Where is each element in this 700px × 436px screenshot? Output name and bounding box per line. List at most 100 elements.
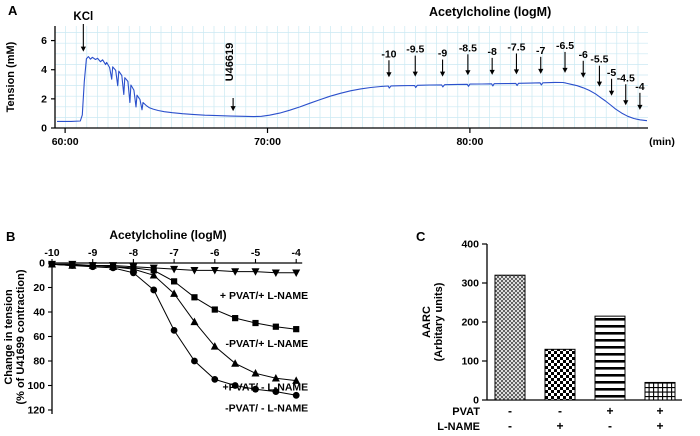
b-series-circle: -PVAT/ - L-NAME <box>48 260 308 414</box>
ach-arrow-icon <box>412 71 418 77</box>
b-series-triangle-up: +PVAT/ - L-NAME <box>48 260 308 394</box>
c-y-axis-title-line2: (Arbitary units) <box>433 282 445 361</box>
triangle-down-marker <box>292 269 301 277</box>
c-sign-label: + <box>656 404 663 418</box>
ach-arrow-icon <box>608 90 615 96</box>
triangle-down-marker <box>251 268 260 276</box>
circle-marker <box>292 391 300 399</box>
ach-arrow-icon <box>562 67 568 73</box>
b-series-triangle-down: + PVAT/+ L-NAME <box>48 260 308 302</box>
ach-conc-label: -4.5 <box>617 72 635 84</box>
a-xtick-label: 80:00 <box>456 136 483 148</box>
a-xtick-label: 60:00 <box>52 136 79 148</box>
tension-trace <box>57 56 648 122</box>
ach-conc-label: -9.5 <box>406 44 424 56</box>
triangle-up-marker <box>170 289 179 297</box>
square-marker <box>232 315 239 322</box>
ach-conc-label: -5.5 <box>590 54 608 66</box>
triangle-up-marker <box>292 376 301 384</box>
circle-marker <box>170 326 178 334</box>
ach-arrow-icon <box>538 68 544 74</box>
triangle-up-marker <box>190 317 199 326</box>
ach-conc-label: -5 <box>607 67 616 79</box>
circle-marker <box>48 260 56 268</box>
b-series-label: -PVAT/ - L-NAME <box>225 402 308 414</box>
c-ytick-label: 400 <box>461 239 479 251</box>
c-bar-2 <box>544 348 576 401</box>
b-xtick-label: -4 <box>292 247 301 259</box>
triangle-down-marker <box>190 267 199 275</box>
triangle-down-marker <box>170 265 179 274</box>
b-ytick-label: 80 <box>33 356 45 368</box>
c-sign-label: + <box>656 419 663 433</box>
triangle-up-marker <box>271 373 280 382</box>
c-sign-label: - <box>508 404 512 418</box>
c-group-row-label: PVAT <box>452 406 480 418</box>
a-ach-title: Acetylcholine (logM) <box>429 5 551 19</box>
c-bar-1 <box>494 274 526 401</box>
ach-arrow-icon <box>386 72 392 78</box>
b-ytick-label: 40 <box>33 307 45 319</box>
c-ytick-label: 100 <box>461 356 479 368</box>
ach-conc-label: -8.5 <box>459 42 477 54</box>
b-y-axis-title-line2: (% of U41699 contraction) <box>15 269 27 404</box>
triangle-down-marker <box>210 267 219 275</box>
b-ytick-label: 100 <box>27 380 45 392</box>
circle-marker <box>272 388 280 396</box>
b-xtick-label: -8 <box>129 247 138 259</box>
b-xtick-label: -9 <box>88 247 97 259</box>
b-series-label: +PVAT/ - L-NAME <box>223 382 309 394</box>
a-x-unit-label: (min) <box>649 136 675 148</box>
square-marker <box>293 326 300 333</box>
ach-conc-label: -6 <box>579 49 588 61</box>
ach-arrow-icon <box>596 81 603 87</box>
a-ytick-label: 6 <box>41 35 47 47</box>
b-xtick-label: -10 <box>44 247 59 259</box>
panel-b-label: B <box>6 229 16 244</box>
b-xtick-label: -6 <box>210 247 219 259</box>
a-xtick-label: 70:00 <box>254 136 281 148</box>
b-xtick-label: -5 <box>251 247 260 259</box>
ach-arrow-icon <box>465 70 471 76</box>
kcl-annotation: KCl <box>73 11 93 23</box>
ach-conc-label: -4 <box>635 81 644 93</box>
c-group-row-label: L-NAME <box>437 421 480 433</box>
square-marker <box>171 278 178 285</box>
tension-trace-chart: 0 2 4 6 60:00 70:00 80:00 (min) Tension (mM) Acet… <box>5 5 675 148</box>
b-ytick-label: 120 <box>27 405 45 417</box>
circle-marker <box>191 357 198 365</box>
c-ytick-label: 300 <box>461 278 479 290</box>
u46619-annotation: U46619 <box>224 43 236 82</box>
ach-conc-label: -7.5 <box>507 41 525 53</box>
square-marker <box>252 319 259 327</box>
concentration-response-chart: Acetylcholine (logM) -10 -9 -8 -7 -6 -5 -4 0 20 40… <box>3 228 308 417</box>
square-marker <box>211 306 218 313</box>
ach-conc-label: -9 <box>438 48 447 60</box>
triangle-up-marker <box>231 359 240 367</box>
c-sign-label: - <box>558 404 562 418</box>
kcl-arrow-icon <box>80 46 86 52</box>
triangle-down-marker <box>271 269 280 277</box>
circle-marker <box>130 269 137 277</box>
ach-arrow-icon <box>489 69 495 75</box>
circle-marker <box>109 264 117 272</box>
a-ytick-label: 2 <box>41 93 47 105</box>
c-bar-3 <box>594 315 626 401</box>
b-xtick-label: -7 <box>169 247 178 259</box>
square-marker <box>191 294 198 301</box>
c-sign-label: + <box>606 404 613 418</box>
triangle-up-marker <box>149 271 158 279</box>
c-sign-label: - <box>608 419 612 433</box>
square-marker <box>272 323 279 330</box>
a-ytick-label: 0 <box>41 123 47 135</box>
u46619-arrow-icon <box>230 106 236 112</box>
square-marker <box>150 267 157 274</box>
b-series-label: + PVAT/+ L-NAME <box>220 290 308 302</box>
b-ytick-label: 60 <box>33 331 45 343</box>
c-sign-label: + <box>556 419 563 433</box>
panel-c-label: C <box>416 229 426 244</box>
b-y-axis-title-line1: Change in tension <box>3 289 15 385</box>
panel-a-label: A <box>8 3 18 18</box>
ach-conc-label: -6.5 <box>556 40 574 52</box>
